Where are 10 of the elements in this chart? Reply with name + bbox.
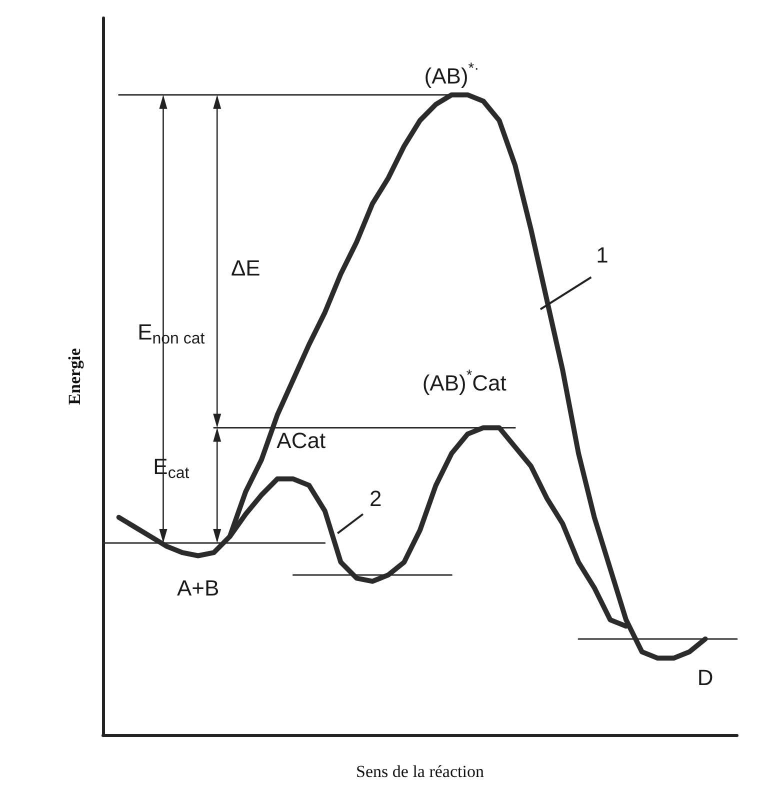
- annotation: ΔE: [230, 255, 260, 280]
- text: (AB)*·: [424, 60, 480, 88]
- annotation: 2: [369, 486, 382, 511]
- annotation: 1: [596, 242, 608, 268]
- annotation: A+B: [177, 575, 220, 600]
- annotation: D: [697, 665, 714, 690]
- annotation: (AB)*Cat: [422, 367, 506, 396]
- y-axis-title: Energie: [65, 348, 84, 405]
- annotation: ACat: [276, 428, 326, 454]
- x-axis-title: Sens de la réaction: [356, 762, 484, 781]
